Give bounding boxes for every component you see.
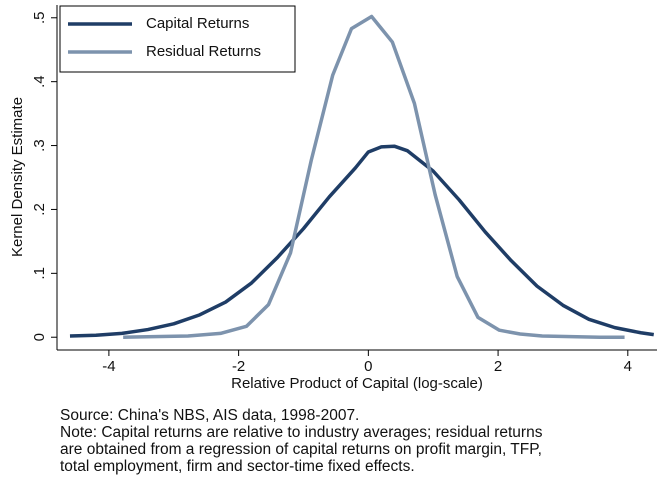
x-tick-label: 0 <box>364 358 372 375</box>
note-line: are obtained from a regression of capita… <box>60 441 542 458</box>
x-axis-label: Relative Product of Capital (log-scale) <box>231 375 483 392</box>
legend-label: Residual Returns <box>146 43 261 60</box>
note-line: total employment, firm and sector-time f… <box>60 458 415 475</box>
x-tick-label: -4 <box>102 358 115 375</box>
x-tick-label: 4 <box>624 358 632 375</box>
x-tick-label: 2 <box>494 358 502 375</box>
y-tick-label: .1 <box>31 267 48 280</box>
y-tick-label: 0 <box>31 333 48 341</box>
y-tick-label: .5 <box>31 12 48 25</box>
legend-box <box>59 5 296 73</box>
y-axis-label: Kernel Density Estimate <box>9 97 26 257</box>
y-tick-label: .4 <box>31 75 48 88</box>
note-line: Note: Capital returns are relative to in… <box>60 424 543 441</box>
series-line <box>69 144 655 338</box>
legend-label: Capital Returns <box>146 15 249 32</box>
y-tick-label: .3 <box>31 139 48 152</box>
y-tick-label: .2 <box>31 203 48 216</box>
series-line <box>123 14 625 339</box>
note-line: Source: China's NBS, AIS data, 1998-2007… <box>60 407 359 424</box>
x-tick-label: -2 <box>232 358 245 375</box>
